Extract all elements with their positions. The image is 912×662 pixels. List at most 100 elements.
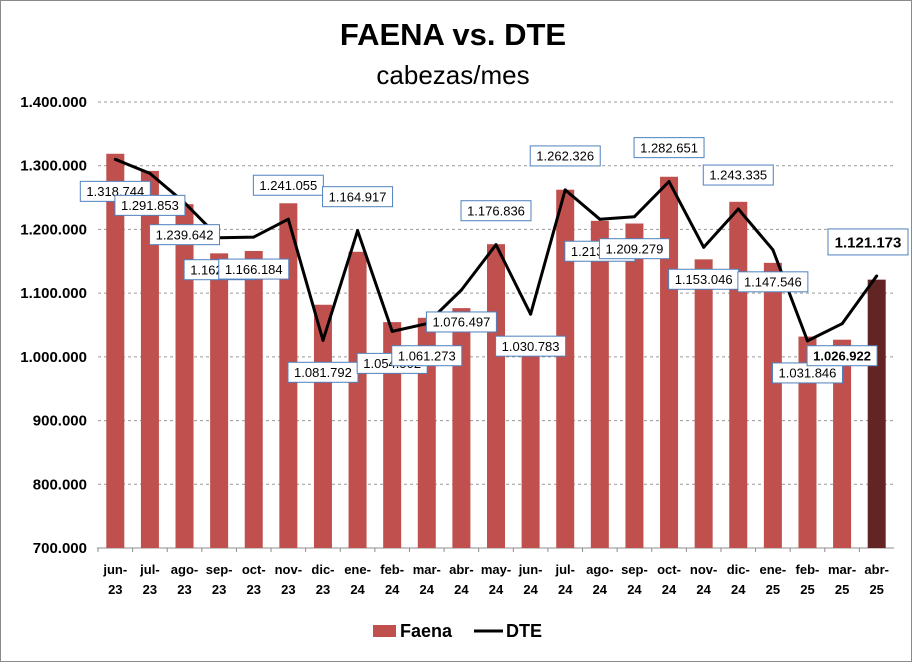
x-tick-label-month: jul-	[139, 562, 160, 577]
x-tick-label-year: 23	[143, 582, 157, 597]
y-tick-label: 1.400.000	[20, 94, 87, 111]
x-tick-label-year: 24	[350, 582, 365, 597]
x-tick-label-year: 24	[454, 582, 469, 597]
x-tick-label-year: 25	[800, 582, 814, 597]
x-tick-label-year: 23	[316, 582, 330, 597]
faena-bar	[452, 308, 470, 548]
x-tick-label-month: ene-	[344, 562, 371, 577]
x-tick-label-month: oct-	[242, 562, 266, 577]
data-label: 1.176.836	[467, 203, 525, 218]
data-label: 1.031.846	[779, 366, 837, 381]
dte-point	[460, 288, 463, 291]
faena-vs-dte-chart: FAENA vs. DTE cabezas/mes 700.000800.000…	[0, 0, 912, 662]
x-axis: jun- 23 jul- 23 ago- 23 sep- 23 oct- 23 nov- 23 dic-…	[98, 548, 889, 597]
dte-point	[356, 229, 359, 232]
x-tick-label-year: 24	[385, 582, 400, 597]
x-tick-label-year: 24	[593, 582, 608, 597]
faena-bar	[625, 224, 643, 548]
dte-point	[702, 246, 705, 249]
data-label: 1.291.853	[121, 198, 179, 213]
x-tick-label-month: feb-	[380, 562, 404, 577]
chart-subtitle: cabezas/mes	[376, 60, 529, 90]
x-tick-label-year: 24	[420, 582, 435, 597]
data-label: 1.282.651	[640, 140, 698, 155]
x-tick-label-year: 24	[627, 582, 642, 597]
x-tick-label-month: feb-	[796, 562, 820, 577]
data-label: 1.121.173	[835, 234, 902, 251]
dte-point	[114, 158, 117, 161]
data-label: 1.239.642	[156, 227, 214, 242]
x-tick-label-month: nov-	[690, 562, 717, 577]
data-label: 1.243.335	[709, 168, 767, 183]
y-tick-label: 700.000	[33, 540, 87, 557]
faena-bar	[660, 177, 678, 548]
dte-point	[391, 330, 394, 333]
data-label: 1.153.046	[675, 272, 733, 287]
x-tick-label-year: 24	[558, 582, 573, 597]
x-tick-label-year: 24	[696, 582, 711, 597]
faena-bar	[764, 263, 782, 548]
dte-point	[737, 208, 740, 211]
faena-bar	[591, 221, 609, 548]
x-tick-label-month: jun-	[102, 562, 127, 577]
x-tick-label-month: ago-	[171, 562, 198, 577]
dte-point	[148, 172, 151, 175]
y-tick-label: 900.000	[33, 413, 87, 430]
x-tick-label-month: jul-	[554, 562, 575, 577]
dte-point	[771, 248, 774, 251]
x-tick-label-month: sep-	[206, 562, 233, 577]
data-label: 1.081.792	[294, 365, 352, 380]
y-tick-label: 800.000	[33, 476, 87, 493]
x-tick-label-month: abr-	[449, 562, 474, 577]
x-tick-label-year: 23	[108, 582, 122, 597]
faena-bar	[210, 253, 228, 548]
x-tick-label-year: 24	[662, 582, 677, 597]
x-tick-label-month: ene-	[760, 562, 787, 577]
x-tick-label-month: ago-	[586, 562, 613, 577]
x-tick-label-year: 23	[281, 582, 295, 597]
dte-point	[841, 322, 844, 325]
data-label: 1.076.497	[432, 315, 490, 330]
dte-point	[668, 180, 671, 183]
faena-bar	[695, 259, 713, 548]
x-tick-label-month: dic-	[311, 562, 334, 577]
dte-point	[321, 339, 324, 342]
dte-point	[495, 243, 498, 246]
data-label: 1.166.184	[225, 262, 283, 277]
faena-bar	[868, 280, 886, 548]
y-tick-label: 1.100.000	[20, 285, 87, 302]
data-label: 1.061.273	[398, 348, 456, 363]
dte-point	[529, 313, 532, 316]
dte-point	[875, 274, 878, 277]
x-tick-label-month: jun-	[518, 562, 543, 577]
x-tick-label-month: sep-	[621, 562, 648, 577]
x-tick-label-month: mar-	[413, 562, 441, 577]
data-label: 1.030.783	[502, 339, 560, 354]
x-tick-label-year: 25	[835, 582, 849, 597]
data-label: 1.026.922	[813, 348, 871, 363]
dte-point	[252, 236, 255, 239]
faena-bar	[522, 337, 540, 548]
x-tick-label-year: 23	[177, 582, 191, 597]
x-tick-label-year: 23	[247, 582, 261, 597]
dte-point	[287, 218, 290, 221]
data-label: 1.209.279	[606, 241, 664, 256]
dte-point	[598, 218, 601, 221]
x-tick-label-year: 24	[731, 582, 746, 597]
data-label: 1.164.917	[329, 189, 387, 204]
x-tick-label-month: may-	[481, 562, 511, 577]
data-label: 1.241.055	[259, 178, 317, 193]
y-tick-label: 1.300.000	[20, 158, 87, 175]
faena-bar	[176, 204, 194, 548]
data-label: 1.262.326	[536, 149, 594, 164]
y-tick-label: 1.000.000	[20, 349, 87, 366]
x-tick-label-month: dic-	[727, 562, 750, 577]
dte-point	[806, 339, 809, 342]
x-tick-label-year: 23	[212, 582, 226, 597]
x-tick-label-year: 24	[523, 582, 538, 597]
x-tick-label-year: 24	[489, 582, 504, 597]
dte-point	[564, 188, 567, 191]
legend-faena-swatch	[373, 625, 396, 637]
y-tick-label: 1.200.000	[20, 221, 87, 238]
legend-dte-label: DTE	[506, 621, 542, 641]
